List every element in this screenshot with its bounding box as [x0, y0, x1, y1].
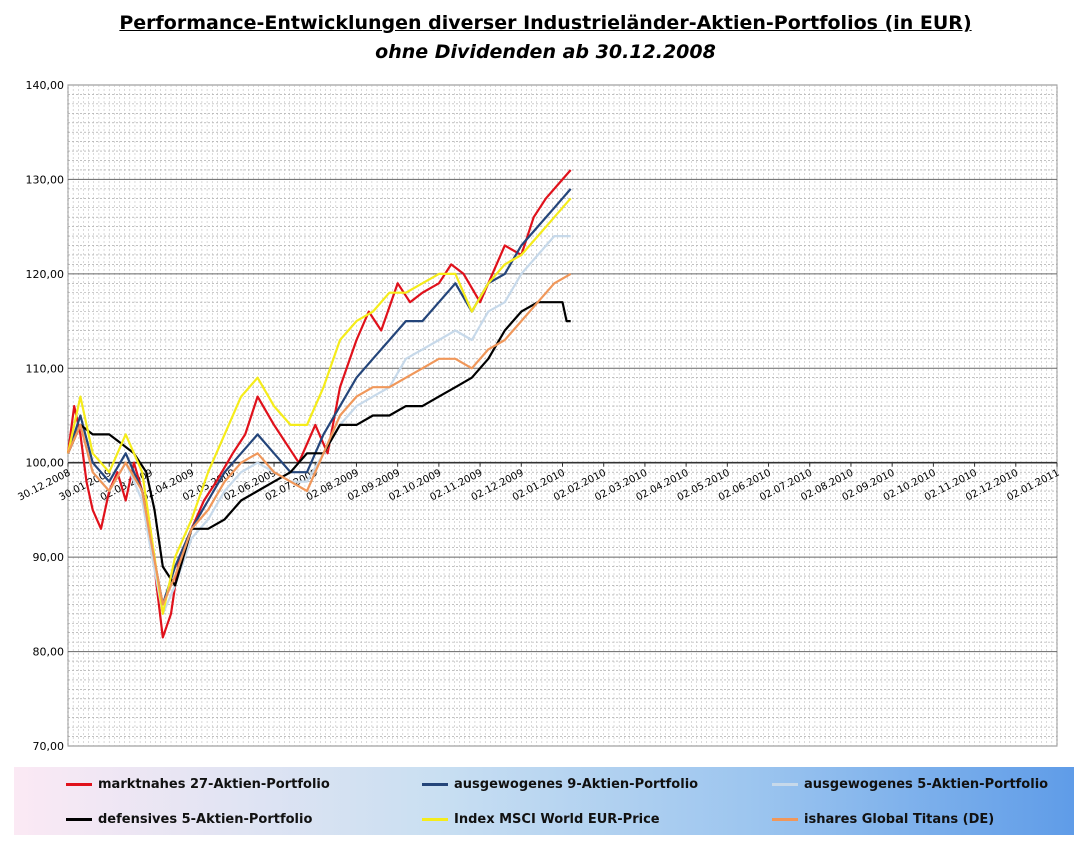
legend-label: Index MSCI World EUR-Price [454, 811, 660, 827]
chart-subtitle: ohne Dividenden ab 30.12.2008 [375, 41, 716, 63]
legend-swatch [772, 817, 798, 821]
legend-swatch [66, 817, 92, 821]
legend-swatch [772, 782, 798, 786]
legend-item: defensives 5-Aktien-Portfolio [66, 810, 312, 828]
legend-label: ausgewogenes 9-Aktien-Portfolio [454, 776, 699, 792]
series-line-6 [66, 272, 572, 606]
legend-item: ausgewogenes 9-Aktien-Portfolio [422, 775, 698, 793]
y-tick-label: 90,00 [33, 551, 65, 564]
legend-item: ausgewogenes 5-Aktien-Portfolio [772, 775, 1048, 793]
y-tick-label: 140,00 [26, 79, 65, 92]
series-line-5 [66, 197, 572, 615]
y-tick-label: 70,00 [33, 740, 65, 753]
legend-swatch [422, 817, 448, 821]
y-tick-label: 80,00 [33, 646, 65, 659]
y-tick-label: 100,00 [26, 457, 65, 470]
legend-item: Index MSCI World EUR-Price [422, 810, 660, 828]
legend-label: ausgewogenes 5-Aktien-Portfolio [804, 776, 1049, 792]
legend-swatch [422, 782, 448, 786]
y-tick-label: 130,00 [26, 173, 65, 186]
legend-item: ishares Global Titans (DE) [772, 810, 994, 828]
legend: marktnahes 27-Aktien-Portfolio ausgewogen… [14, 767, 1074, 835]
y-tick-label: 110,00 [26, 362, 65, 375]
legend-item: marktnahes 27-Aktien-Portfolio [66, 775, 330, 793]
series-line-4 [66, 301, 571, 587]
series-line-3 [66, 235, 571, 615]
line-chart: 70,00 80,00 90,00 100,00 110,00 120,00 130,00 1… [16, 79, 1061, 753]
legend-swatch [66, 782, 92, 786]
legend-label: defensives 5-Aktien-Portfolio [98, 811, 313, 827]
legend-label: marktnahes 27-Aktien-Portfolio [98, 776, 330, 792]
y-tick-label: 120,00 [26, 268, 65, 281]
chart-title: Performance-Entwicklungen diverser Indus… [119, 12, 972, 34]
series-line-1 [66, 169, 572, 639]
legend-label: ishares Global Titans (DE) [804, 811, 995, 827]
